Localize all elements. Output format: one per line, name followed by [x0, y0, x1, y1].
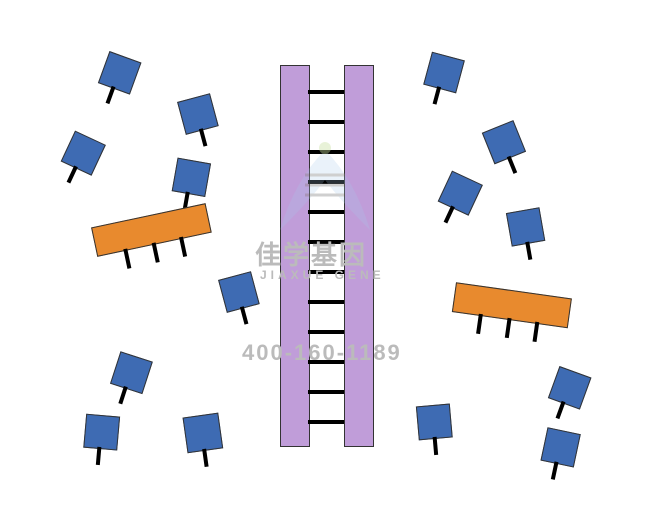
nucleotide: [92, 51, 139, 109]
nucleotide-square: [110, 351, 153, 394]
nucleotide: [82, 414, 118, 467]
primer-tooth: [123, 248, 131, 268]
nucleotide-stick: [199, 128, 208, 146]
primer-tooth: [151, 243, 159, 263]
nucleotide-square: [540, 427, 580, 467]
nucleotide-stick: [433, 437, 439, 455]
nucleotide-square: [98, 51, 142, 95]
nucleotide-square: [183, 413, 224, 454]
nucleotide-stick: [106, 86, 116, 104]
primer: [91, 204, 214, 277]
nucleotide-stick: [67, 165, 78, 183]
primer-tooth: [504, 318, 511, 338]
nucleotide: [105, 351, 151, 408]
primer-tooth: [179, 237, 187, 257]
nucleotide-square: [482, 120, 526, 164]
nucleotide: [431, 171, 481, 230]
nucleotide: [416, 404, 452, 457]
nucleotide: [218, 272, 262, 329]
nucleotide-square: [83, 414, 120, 451]
nucleotide-stick: [444, 205, 455, 223]
nucleotide-square: [172, 158, 211, 197]
diagram-canvas: 佳学基因 JIAXUE GENE 400-160-1189: [0, 0, 650, 510]
watermark-text-en: JIAXUE GENE: [260, 268, 385, 282]
nucleotide-stick: [202, 449, 208, 467]
watermark-logo: [270, 130, 380, 250]
nucleotide-stick: [507, 156, 517, 174]
watermark-text-cn: 佳学基因: [255, 235, 367, 272]
nucleotide-square: [416, 404, 453, 441]
nucleotide-stick: [433, 86, 442, 104]
nucleotide-square: [438, 171, 483, 216]
dna-rung: [320, 120, 344, 124]
nucleotide: [506, 208, 546, 263]
nucleotide: [542, 366, 589, 424]
dna-rung: [320, 90, 344, 94]
dna-rung: [320, 300, 344, 304]
nucleotide: [419, 52, 463, 109]
nucleotide: [177, 94, 221, 151]
nucleotide-stick: [556, 401, 566, 419]
nucleotide-square: [548, 366, 592, 410]
primer: [449, 282, 570, 348]
nucleotide-stick: [240, 306, 249, 324]
primer-bar: [452, 282, 572, 328]
watermark-phone: 400-160-1189: [242, 340, 402, 366]
nucleotide-stick: [96, 447, 102, 465]
nucleotide-stick: [551, 461, 559, 479]
nucleotide-square: [423, 52, 465, 94]
nucleotide-stick: [118, 386, 127, 404]
nucleotide-stick: [525, 242, 532, 260]
primer-tooth: [476, 314, 483, 334]
nucleotide-square: [506, 207, 545, 246]
dna-rung: [320, 390, 344, 394]
nucleotide: [482, 121, 530, 179]
nucleotide: [183, 413, 224, 469]
primer-tooth: [533, 322, 540, 342]
nucleotide-square: [61, 131, 106, 176]
nucleotide: [54, 131, 104, 190]
dna-rung: [320, 420, 344, 424]
dna-rung: [320, 330, 344, 334]
nucleotide: [537, 427, 579, 483]
